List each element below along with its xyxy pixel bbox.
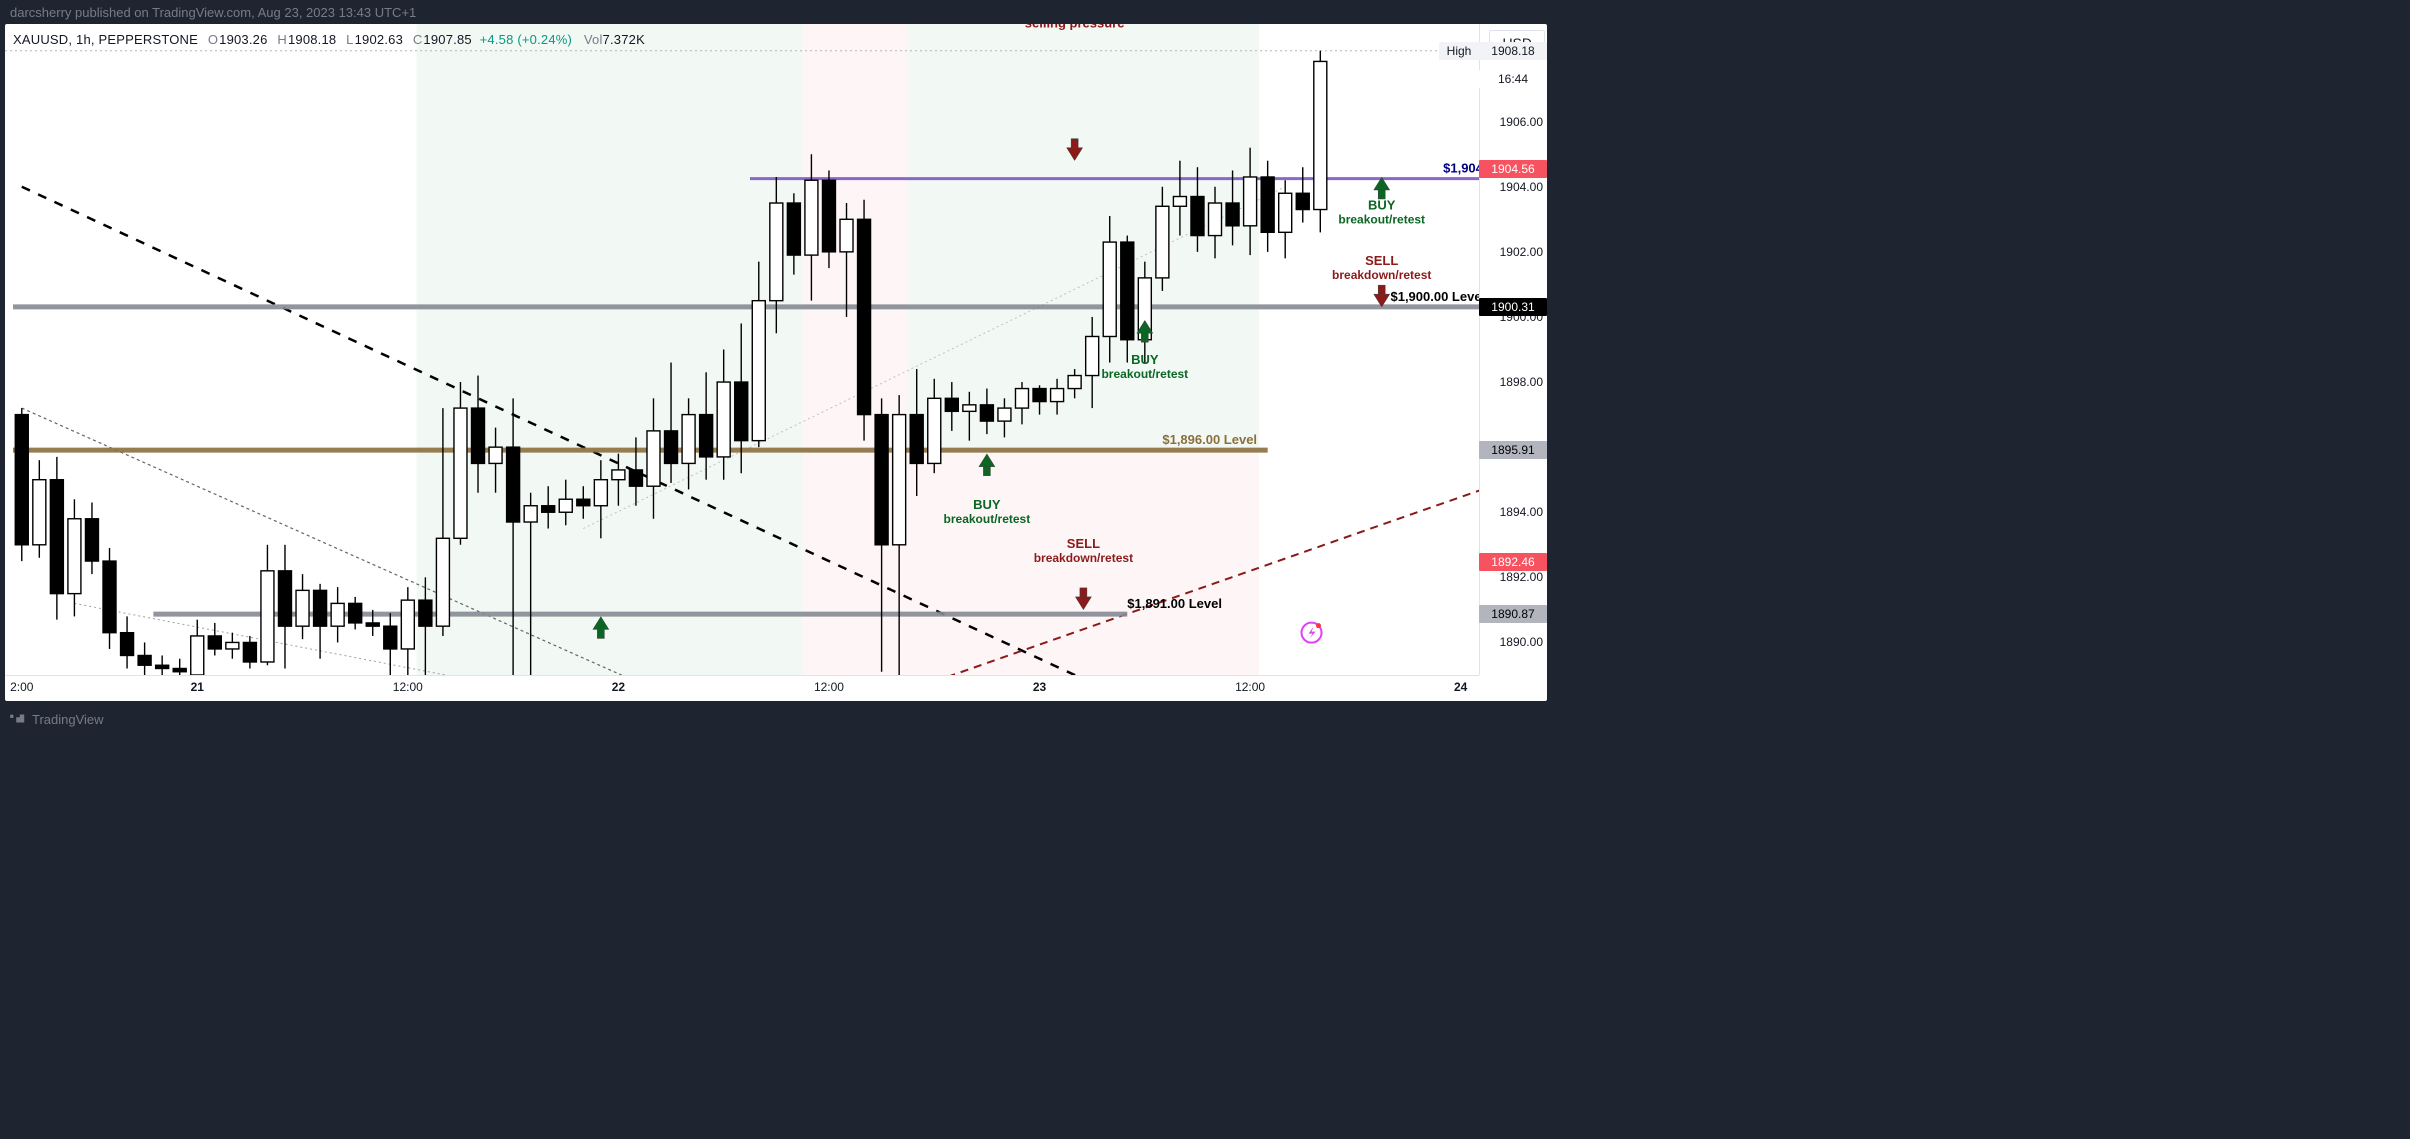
footer-text: TradingView: [32, 712, 104, 727]
symbol: XAUUSD: [13, 32, 68, 47]
ohlc-low: 1902.63: [340, 32, 403, 47]
ohlc-close: 1907.85: [407, 32, 472, 47]
svg-text:breakdown/retest: breakdown/retest: [1332, 268, 1431, 282]
svg-text:BUY: BUY: [1368, 198, 1396, 213]
price-axis[interactable]: 1890.001892.001894.001896.001898.001900.…: [1479, 24, 1547, 675]
price-pane[interactable]: $1,904 Level $1,900.00 Level $1,896.00 Lev…: [5, 24, 1479, 675]
svg-text:SELL: SELL: [1067, 536, 1100, 551]
svg-text:BUY: BUY: [1131, 352, 1159, 367]
svg-text:breakout/retest: breakout/retest: [944, 512, 1031, 526]
svg-text:$1,891.00 Level: $1,891.00 Level: [1127, 596, 1222, 611]
svg-text:breakout/retest: breakout/retest: [1338, 213, 1425, 227]
broker: PEPPERSTONE: [99, 32, 199, 47]
legend: XAUUSD, 1h, PEPPERSTONE 1903.26 1908.18 …: [13, 32, 645, 47]
time-axis[interactable]: 2:002112:002212:002312:0024: [5, 675, 1479, 701]
svg-text:SELL: SELL: [1365, 253, 1398, 268]
tradingview-icon: [10, 711, 26, 727]
ohlc-high: 1908.18: [271, 32, 336, 47]
publish-bar: darcsherry published on TradingView.com,…: [0, 0, 1552, 24]
svg-text:$1,900.00 Level: $1,900.00 Level: [1390, 289, 1479, 304]
svg-text:breakdown/retest: breakdown/retest: [1034, 551, 1133, 565]
timeframe: 1h: [76, 32, 91, 47]
chart-frame: XAUUSD, 1h, PEPPERSTONE 1903.26 1908.18 …: [5, 24, 1547, 701]
footer-logo: TradingView: [10, 711, 104, 727]
ohlc-open: 1903.26: [202, 32, 268, 47]
svg-text:$1,896.00 Level: $1,896.00 Level: [1162, 432, 1257, 447]
svg-text:$1,904 Level: $1,904 Level: [1443, 161, 1479, 176]
volume: 7.372K: [576, 32, 645, 47]
svg-text:selling pressure: selling pressure: [1025, 24, 1125, 30]
svg-text:breakout/retest: breakout/retest: [1101, 367, 1188, 381]
ohlc-change: +4.58 (+0.24%): [480, 32, 572, 47]
svg-text:BUY: BUY: [973, 497, 1001, 512]
